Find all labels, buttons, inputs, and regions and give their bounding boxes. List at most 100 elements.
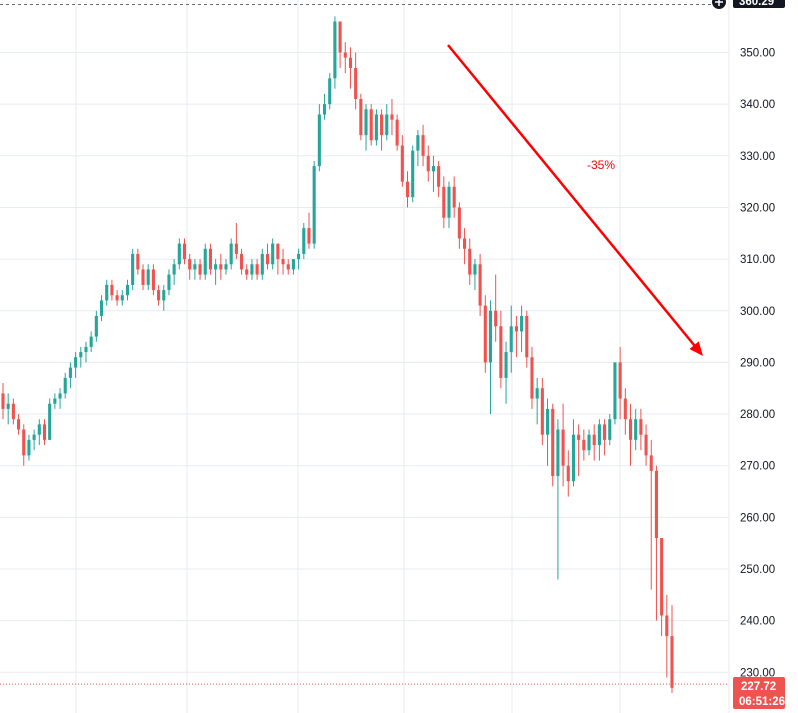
candle (219, 253, 223, 280)
candle-body (198, 264, 202, 275)
candle (545, 398, 550, 466)
candle (74, 352, 78, 378)
y-axis: 350.00 340.00 330.00 320.00 310.00 300.00 290.… (712, 0, 785, 713)
candle (297, 248, 301, 270)
candle (447, 181, 451, 229)
candle (561, 403, 565, 487)
candle-body (618, 362, 622, 399)
candle-body (447, 186, 451, 218)
candle-body (545, 408, 550, 435)
candle-body (343, 52, 347, 58)
candle (577, 424, 581, 477)
candle-body (494, 310, 498, 327)
candle-body (177, 243, 181, 265)
candle-body (167, 274, 171, 291)
candle-body (271, 243, 275, 265)
candle (390, 98, 394, 136)
y-tick-label: 280.00 (740, 409, 775, 421)
candle-body (120, 295, 124, 301)
candle (426, 145, 430, 182)
candle-body (245, 269, 249, 275)
y-tick-label: 320.00 (740, 202, 775, 214)
candle-body (68, 367, 72, 378)
candle (281, 248, 285, 275)
candle (442, 176, 446, 229)
candle-body (369, 109, 373, 141)
candle (654, 465, 658, 621)
candle (136, 248, 140, 275)
y-tick-label: 330.00 (740, 151, 775, 163)
candle-body (509, 326, 513, 353)
candle (6, 393, 10, 425)
candle (131, 248, 135, 291)
candle (63, 372, 67, 399)
candle-body (307, 228, 311, 244)
candle (354, 52, 358, 110)
candle-body (561, 429, 565, 466)
candle (328, 73, 332, 110)
candle (172, 259, 176, 285)
y-tick-label: 240.00 (740, 616, 775, 628)
candle (17, 414, 21, 435)
candle-body (530, 357, 534, 399)
candle (317, 104, 321, 172)
candle (240, 248, 244, 275)
candle (649, 439, 653, 590)
candle-body (94, 315, 98, 337)
y-tick-label: 300.00 (740, 306, 775, 318)
candle-body (354, 67, 358, 99)
candle (499, 310, 503, 389)
candle (478, 253, 482, 316)
candle-body (592, 434, 596, 446)
candle (468, 238, 472, 285)
candle-body (297, 253, 301, 260)
candle-body (203, 248, 207, 275)
candle-body (649, 455, 653, 471)
candle (312, 160, 316, 249)
candle (89, 331, 93, 353)
candle (286, 259, 290, 275)
candle-body (136, 253, 140, 270)
candle-body (597, 424, 601, 446)
candle (592, 424, 596, 461)
candle (250, 259, 254, 280)
candle-body (141, 269, 145, 285)
candle-body (193, 264, 197, 270)
candle-body (105, 284, 109, 301)
candle-body (431, 166, 435, 172)
top-price-label: 360.29 (739, 0, 774, 8)
candle (400, 135, 404, 187)
candle-body (411, 150, 415, 198)
candle-body (281, 259, 285, 265)
candle-body (265, 253, 270, 265)
candle-body (385, 114, 389, 136)
candle-body (504, 352, 508, 378)
candle (374, 109, 378, 146)
candle-body (634, 419, 638, 440)
candle-body (53, 398, 57, 404)
y-tick-label: 250.00 (740, 564, 775, 576)
y-tick-label: 310.00 (740, 254, 775, 266)
candle-body (162, 290, 166, 301)
candle (203, 243, 207, 280)
candle-body (623, 398, 627, 420)
candle (405, 171, 410, 208)
candle (234, 222, 238, 260)
candle-body (317, 114, 321, 167)
candle-body (514, 326, 518, 332)
candle (271, 238, 275, 270)
top-price-tag (733, 0, 785, 8)
candle (22, 424, 26, 466)
candle (146, 264, 150, 291)
y-tick-label: 350.00 (740, 48, 775, 60)
candle-body (660, 538, 664, 616)
candle-body (400, 145, 404, 182)
candle-body (6, 403, 10, 409)
candle (193, 259, 197, 280)
candle (245, 264, 249, 280)
candle (437, 160, 441, 198)
candle (463, 228, 467, 265)
annotation-percent-label: -35% (587, 158, 615, 172)
candle-body (89, 336, 93, 347)
